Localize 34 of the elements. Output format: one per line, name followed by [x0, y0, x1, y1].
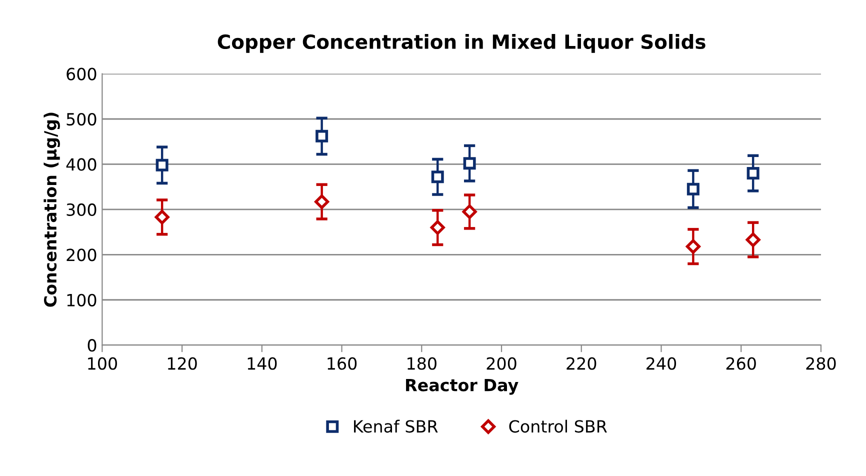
y-axis-title: Concentration (µg/g)	[44, 112, 60, 307]
x-tick-label: 120	[168, 357, 197, 370]
legend-label: Kenaf SBR	[354, 420, 438, 433]
x-tick-label: 100	[88, 357, 117, 370]
point	[431, 170, 444, 184]
point	[316, 130, 328, 142]
x-tick-label: 140	[248, 357, 277, 370]
point	[686, 182, 700, 196]
x-tick-label: 280	[806, 357, 836, 370]
point	[462, 204, 477, 219]
point	[430, 220, 445, 235]
y-tick-label: 0	[88, 339, 96, 352]
y-tick-label: 100	[67, 294, 96, 306]
point	[746, 232, 760, 248]
point	[314, 194, 330, 210]
point	[154, 210, 170, 224]
legend-label: Control SBR	[509, 420, 607, 433]
point	[156, 158, 168, 172]
y-tick-label: 300	[66, 203, 96, 216]
point	[463, 157, 476, 170]
x-axis-title: Reactor Day	[406, 378, 518, 395]
x-tick-label: 260	[726, 357, 756, 370]
y-tick-label: 400	[66, 158, 96, 171]
point	[686, 239, 700, 254]
x-tick-label: 220	[566, 357, 596, 370]
x-tick-label: 200	[486, 357, 516, 370]
y-tick-label: 200	[66, 248, 96, 262]
x-tick-label: 180	[408, 357, 436, 370]
x-tick-label: 240	[646, 357, 676, 370]
point	[746, 167, 760, 180]
x-tick-label: 160	[328, 357, 357, 370]
chart-title: Copper Concentration in Mixed Liquor Solids	[218, 34, 706, 53]
y-tick-label: 500	[66, 112, 96, 126]
y-tick-label: 600	[66, 68, 96, 80]
